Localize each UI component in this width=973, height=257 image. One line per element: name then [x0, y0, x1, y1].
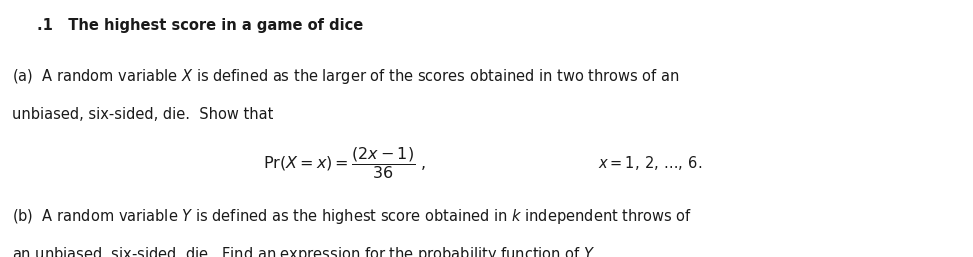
Text: an unbiased, six-sided, die.  Find an expression for the probability function of: an unbiased, six-sided, die. Find an exp…	[12, 245, 597, 257]
Text: .1   The highest score in a game of dice: .1 The highest score in a game of dice	[37, 18, 363, 33]
Text: unbiased, six-sided, die.  Show that: unbiased, six-sided, die. Show that	[12, 107, 273, 122]
Text: $x = 1,\, 2,\, \ldots,\, 6.$: $x = 1,\, 2,\, \ldots,\, 6.$	[598, 154, 703, 172]
Text: $\mathrm{Pr}(X = x) = \dfrac{(2x - 1)}{36}\ ,$: $\mathrm{Pr}(X = x) = \dfrac{(2x - 1)}{3…	[263, 145, 426, 181]
Text: (b)  A random variable $Y$ is defined as the highest score obtained in $k$ indep: (b) A random variable $Y$ is defined as …	[12, 207, 692, 226]
Text: (a)  A random variable $X$ is defined as the larger of the scores obtained in tw: (a) A random variable $X$ is defined as …	[12, 67, 679, 86]
